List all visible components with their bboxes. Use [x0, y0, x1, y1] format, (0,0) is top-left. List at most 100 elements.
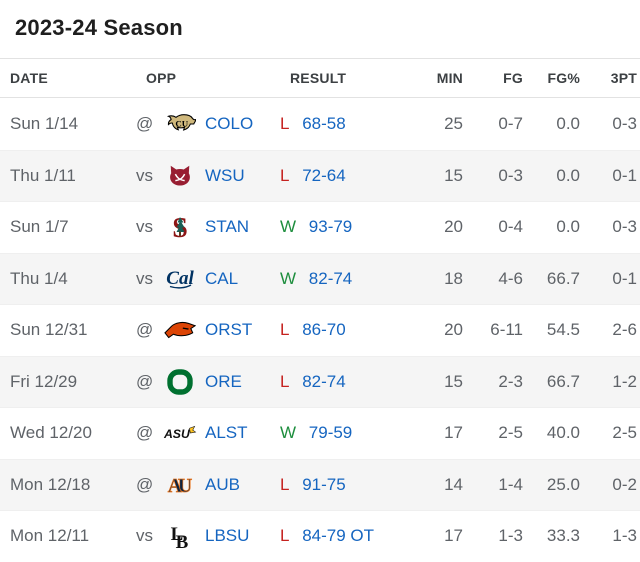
svg-text:B: B: [176, 532, 189, 550]
opponent-team-link[interactable]: ALST: [205, 423, 248, 443]
game-date: Sun 1/7: [10, 217, 69, 237]
field-goal-pct-value: 0.0: [556, 165, 580, 185]
opponent-cell: @ CU COLO: [136, 109, 280, 139]
colorado-buffaloes-logo[interactable]: CU: [162, 109, 198, 139]
win-loss-letter: L: [280, 526, 290, 546]
field-goals-value: 2-3: [498, 371, 523, 391]
field-goals-value: 1-4: [498, 474, 523, 494]
field-goals-value: 0-4: [498, 217, 523, 237]
field-goals-value: 0-7: [498, 113, 523, 133]
win-loss-letter: L: [280, 371, 290, 391]
home-away-indicator: @: [136, 320, 154, 340]
svg-text:CU: CU: [175, 118, 188, 128]
opponent-team-link[interactable]: AUB: [205, 474, 240, 494]
stanford-cardinal-logo[interactable]: S: [162, 212, 198, 242]
three-point-value: 2-6: [612, 320, 637, 340]
game-date: Sun 1/14: [10, 113, 79, 133]
minutes-value: 18: [444, 268, 463, 288]
game-score-link[interactable]: 84-79 OT: [302, 526, 375, 546]
game-score-link[interactable]: 93-79: [308, 217, 353, 237]
game-score-link[interactable]: 72-64: [302, 165, 346, 185]
svg-text:A: A: [168, 475, 183, 497]
home-away-indicator: @: [136, 423, 154, 443]
table-header-row: DATE OPP RESULT MIN FG FG% 3PT: [0, 58, 640, 98]
opponent-team-link[interactable]: ORE: [205, 371, 242, 391]
win-loss-letter: L: [280, 474, 290, 494]
field-goals-value: 4-6: [498, 268, 523, 288]
field-goal-pct-value: 33.3: [546, 526, 580, 546]
svg-text:U: U: [178, 475, 192, 497]
home-away-indicator: @: [136, 474, 154, 494]
game-score-link[interactable]: 86-70: [302, 320, 346, 340]
column-header-result: RESULT: [290, 70, 347, 86]
three-point-value: 0-3: [612, 217, 637, 237]
field-goal-pct-value: 54.5: [546, 320, 580, 340]
washington-state-cougars-logo[interactable]: [162, 161, 198, 191]
opponent-team-link[interactable]: WSU: [205, 165, 245, 185]
result-cell: W 79-59: [280, 423, 403, 443]
california-golden-bears-logo[interactable]: Cal: [162, 264, 198, 294]
result-cell: L 82-74: [280, 372, 403, 392]
game-date: Sun 12/31: [10, 320, 88, 340]
result-cell: L 84-79 OT: [280, 526, 403, 546]
minutes-value: 20: [444, 217, 463, 237]
minutes-value: 20: [444, 320, 463, 340]
svg-text:ASU: ASU: [163, 427, 191, 441]
game-row: Thu 1/4 vs Cal CAL W 82-74 18 4-6 66.7 0…: [0, 252, 640, 304]
result-cell: W 93-79: [280, 217, 403, 237]
page-title: 2023-24 Season: [15, 15, 183, 40]
field-goals-value: 2-5: [498, 423, 523, 443]
result-cell: L 91-75: [280, 475, 403, 495]
game-score-link[interactable]: 79-59: [308, 423, 353, 443]
opponent-cell: vs WSU: [136, 161, 280, 191]
three-point-value: 0-2: [612, 474, 637, 494]
three-point-value: 2-5: [612, 423, 637, 443]
opponent-team-link[interactable]: COLO: [205, 113, 254, 133]
result-cell: L 68-58: [280, 114, 403, 134]
win-loss-letter: W: [280, 423, 297, 443]
opponent-cell: vs Cal CAL: [136, 264, 280, 294]
home-away-indicator: @: [136, 113, 154, 133]
win-loss-letter: W: [280, 217, 297, 237]
oregon-ducks-logo[interactable]: [162, 367, 198, 397]
game-date: Mon 12/18: [10, 474, 91, 494]
field-goals-value: 0-3: [498, 165, 523, 185]
game-date: Thu 1/4: [10, 268, 68, 288]
home-away-indicator: @: [136, 371, 154, 391]
field-goal-pct-value: 0.0: [556, 113, 580, 133]
alabama-state-hornets-logo[interactable]: ASU: [162, 418, 198, 448]
field-goal-pct-value: 25.0: [546, 474, 580, 494]
win-loss-letter: L: [280, 320, 290, 340]
opponent-team-link[interactable]: CAL: [205, 268, 239, 288]
game-score-link[interactable]: 82-74: [308, 268, 353, 288]
game-score-link[interactable]: 68-58: [302, 113, 346, 133]
field-goals-value: 1-3: [498, 526, 523, 546]
three-point-value: 0-1: [612, 165, 637, 185]
game-date: Thu 1/11: [10, 165, 76, 185]
minutes-value: 15: [444, 371, 463, 391]
win-loss-letter: L: [280, 165, 290, 185]
three-point-value: 0-3: [612, 113, 637, 133]
minutes-value: 25: [444, 113, 463, 133]
win-loss-letter: W: [280, 268, 297, 288]
oregon-state-beavers-logo[interactable]: [162, 315, 198, 345]
svg-text:L: L: [171, 524, 184, 545]
minutes-value: 15: [444, 165, 463, 185]
home-away-indicator: vs: [136, 165, 153, 185]
minutes-value: 17: [444, 526, 463, 546]
game-date: Wed 12/20: [10, 423, 92, 443]
game-score-link[interactable]: 91-75: [302, 474, 346, 494]
opponent-cell: vs S STAN: [136, 212, 280, 242]
opponent-team-link[interactable]: STAN: [205, 217, 250, 237]
game-score-link[interactable]: 82-74: [302, 371, 346, 391]
opponent-team-link[interactable]: ORST: [205, 320, 253, 340]
result-cell: L 86-70: [280, 320, 403, 340]
opponent-team-link[interactable]: LBSU: [205, 526, 250, 546]
